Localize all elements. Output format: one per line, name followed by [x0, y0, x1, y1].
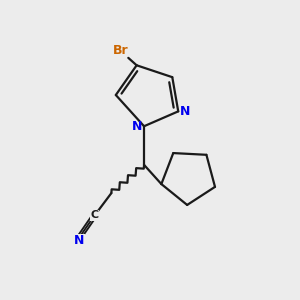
Text: N: N [132, 120, 143, 133]
Text: N: N [74, 234, 85, 247]
Text: C: C [90, 210, 98, 220]
Text: N: N [180, 105, 190, 118]
Text: Br: Br [112, 44, 128, 57]
